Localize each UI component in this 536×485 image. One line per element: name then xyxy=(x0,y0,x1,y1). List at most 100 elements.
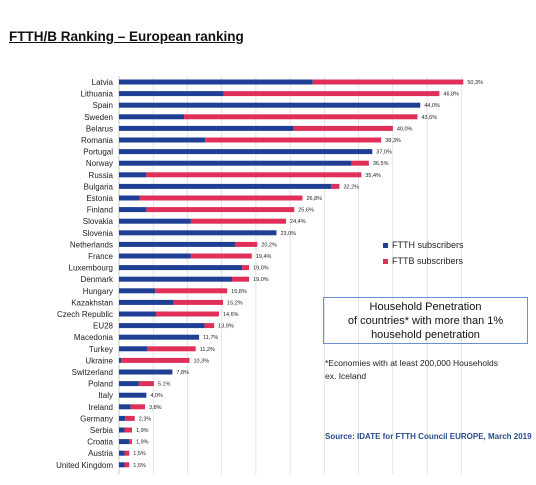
total-value-label: 1,9% xyxy=(136,440,149,446)
chart-gridlines xyxy=(118,76,462,475)
bar-ftth xyxy=(119,160,352,166)
page-title: FTTH/B Ranking – European ranking xyxy=(9,29,244,44)
footnote: *Economies with at least 200,000 Househo… xyxy=(325,357,530,383)
bar-ftth xyxy=(119,462,125,468)
total-value-label: 43,6% xyxy=(421,115,437,121)
category-label: Hungary xyxy=(83,287,113,296)
category-label: Romania xyxy=(81,136,114,145)
bar-fttb xyxy=(138,381,154,387)
legend-label-ftth: FTTH subscribers xyxy=(392,240,464,250)
total-value-label: 7,8% xyxy=(176,370,189,376)
bar-fttb xyxy=(130,404,146,410)
bar-ftth xyxy=(119,404,131,410)
category-label: Latvia xyxy=(92,78,114,87)
category-label: Macedonia xyxy=(74,333,114,342)
legend-item-fttb: FTTB subscribers xyxy=(383,253,464,269)
note-line-2: of countries* with more than 1% xyxy=(347,315,504,327)
total-value-label: 15,8% xyxy=(231,289,247,295)
bar-ftth xyxy=(119,183,332,189)
category-label: Ireland xyxy=(89,403,113,412)
bar-ftth xyxy=(119,450,125,456)
bar-ftth xyxy=(119,276,232,282)
category-label: Austria xyxy=(88,449,113,458)
footnote-line-2: ex. Iceland xyxy=(325,371,367,381)
bar-fttb xyxy=(139,195,303,201)
bar-fttb xyxy=(331,183,340,189)
bar-fttb xyxy=(231,276,250,282)
household-penetration-note: Household Penetration of countries* with… xyxy=(323,297,528,344)
category-label: Denmark xyxy=(81,275,114,284)
bar-fttb xyxy=(312,79,464,85)
category-label: Portugal xyxy=(83,148,113,157)
total-value-label: 1,5% xyxy=(133,463,146,469)
bar-ftth xyxy=(119,125,294,131)
category-label: Turkey xyxy=(89,345,113,354)
chart-legend: FTTH subscribers FTTB subscribers xyxy=(383,237,464,269)
total-value-label: 32,2% xyxy=(343,184,359,190)
category-label: Finland xyxy=(87,206,113,215)
total-value-label: 4,0% xyxy=(150,393,163,399)
chart-labels: Latvia 50,3% Lithuania 46,8% Spain 44,0% Swede… xyxy=(56,78,483,470)
category-label: Slovakia xyxy=(83,217,114,226)
bar-fttb xyxy=(146,172,362,178)
total-value-label: 40,0% xyxy=(397,126,413,132)
bar-fttb xyxy=(146,207,295,213)
bar-fttb xyxy=(124,450,130,456)
category-label: Serbia xyxy=(90,426,114,435)
category-label: Russia xyxy=(89,171,114,180)
bar-ftth xyxy=(119,311,156,317)
category-label: Spain xyxy=(93,101,113,110)
bar-ftth xyxy=(119,357,122,363)
bar-ftth xyxy=(119,323,205,329)
category-label: Belarus xyxy=(86,124,113,133)
bar-ftth xyxy=(119,91,224,97)
total-value-label: 26,8% xyxy=(306,196,322,202)
bar-ftth xyxy=(119,230,277,236)
legend-swatch-ftth xyxy=(383,242,388,248)
total-value-label: 1,9% xyxy=(136,428,149,434)
total-value-label: 15,2% xyxy=(227,300,243,306)
category-label: Switzerland xyxy=(72,368,113,377)
bar-ftth xyxy=(119,346,148,352)
total-value-label: 5,1% xyxy=(158,382,171,388)
bar-fttb xyxy=(155,288,228,294)
bar-ftth xyxy=(119,265,243,271)
total-value-label: 37,0% xyxy=(376,150,392,156)
total-value-label: 11,2% xyxy=(200,347,215,353)
bar-ftth xyxy=(119,241,236,247)
bar-fttb xyxy=(235,241,258,247)
bar-ftth xyxy=(119,137,206,143)
bar-fttb xyxy=(129,439,133,445)
category-label: Lithuania xyxy=(81,90,114,99)
total-value-label: 38,3% xyxy=(385,138,401,144)
bar-ftth xyxy=(119,369,173,375)
category-label: Netherlands xyxy=(70,240,113,249)
bar-ftth xyxy=(119,427,125,433)
bar-fttb xyxy=(155,311,219,317)
total-value-label: 14,6% xyxy=(223,312,239,318)
bar-ftth xyxy=(119,253,191,259)
category-label: Luxembourg xyxy=(69,264,113,273)
total-value-label: 36,5% xyxy=(373,161,389,167)
category-label: Estonia xyxy=(86,194,113,203)
category-label: Ukraine xyxy=(85,356,113,365)
note-line-1: Household Penetration xyxy=(369,301,482,313)
bar-ftth xyxy=(119,149,373,155)
bar-ftth xyxy=(119,114,185,120)
bar-ftth xyxy=(119,288,156,294)
chart-bars xyxy=(119,79,464,468)
bar-fttb xyxy=(184,114,418,120)
category-label: Poland xyxy=(88,380,113,389)
total-value-label: 19,0% xyxy=(253,277,269,283)
bar-ftth xyxy=(119,334,200,340)
legend-item-ftth: FTTH subscribers xyxy=(383,237,464,253)
category-label: Bulgaria xyxy=(84,182,114,191)
total-value-label: 20,2% xyxy=(261,242,277,248)
total-value-label: 3,8% xyxy=(149,405,162,411)
bar-ftth xyxy=(119,439,130,445)
category-label: Norway xyxy=(86,159,113,168)
bar-ftth xyxy=(119,207,147,213)
category-label: EU28 xyxy=(93,322,114,331)
bar-fttb xyxy=(173,299,224,305)
